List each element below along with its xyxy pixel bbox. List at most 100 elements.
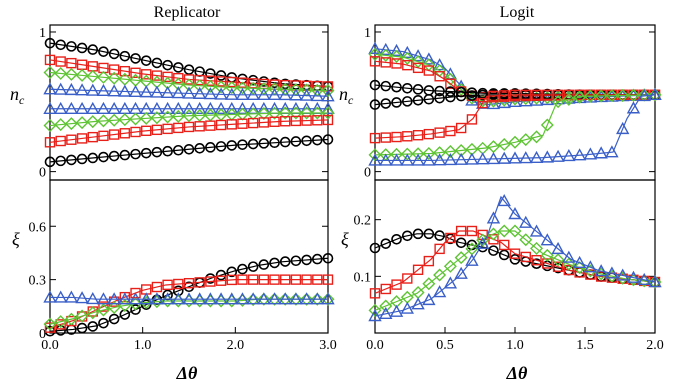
- data-point: [402, 96, 413, 107]
- data-point: [215, 275, 227, 286]
- data-point: [572, 148, 587, 161]
- data-point: [412, 130, 424, 141]
- data-point: [151, 281, 163, 293]
- data-point: [173, 62, 184, 73]
- data-point: [183, 74, 195, 85]
- data-point: [226, 76, 237, 88]
- data-point: [432, 153, 447, 166]
- data-point: [214, 292, 228, 305]
- y-tick-label: 0.1: [354, 270, 372, 285]
- series-line: [49, 42, 329, 88]
- data-point: [43, 65, 57, 79]
- data-point: [141, 69, 152, 80]
- data-point: [87, 131, 98, 143]
- data-point: [87, 44, 99, 55]
- data-point: [509, 248, 521, 259]
- data-point: [75, 309, 89, 323]
- data-point: [140, 147, 152, 159]
- data-point: [203, 292, 218, 305]
- data-point: [434, 127, 445, 138]
- data-point: [55, 39, 66, 51]
- data-point: [173, 278, 184, 290]
- data-point: [43, 101, 57, 114]
- data-point: [128, 292, 143, 305]
- data-point: [455, 225, 467, 237]
- data-point: [215, 76, 227, 87]
- data-point: [477, 89, 488, 101]
- data-point: [454, 83, 468, 97]
- data-point: [531, 255, 542, 266]
- data-point: [118, 292, 132, 305]
- data-point: [411, 147, 425, 161]
- data-point: [182, 86, 196, 99]
- data-point: [368, 153, 382, 166]
- data-point: [214, 80, 228, 94]
- data-point: [572, 255, 587, 269]
- data-point: [193, 108, 207, 122]
- data-point: [130, 126, 141, 138]
- data-point: [44, 37, 56, 49]
- data-point: [54, 66, 68, 80]
- data-point: [433, 268, 447, 282]
- panel-logit-nc: 01: [364, 24, 662, 181]
- data-point: [108, 150, 120, 162]
- data-point: [400, 147, 414, 161]
- y-tick-label: 0.3: [29, 274, 47, 289]
- data-point: [171, 101, 185, 114]
- data-point: [445, 91, 456, 103]
- data-point: [465, 152, 479, 165]
- data-point: [160, 292, 175, 305]
- data-point: [551, 241, 565, 255]
- data-point: [389, 304, 404, 317]
- data-point: [107, 84, 121, 97]
- data-point: [151, 70, 163, 81]
- x-tick-label: 0.0: [41, 338, 59, 353]
- data-point: [497, 193, 511, 207]
- data-point: [605, 266, 619, 279]
- data-point: [183, 121, 195, 133]
- data-point: [530, 241, 544, 255]
- data-point: [66, 41, 77, 52]
- data-point: [585, 269, 596, 280]
- data-point: [140, 55, 152, 66]
- data-point: [205, 75, 216, 86]
- data-point: [96, 114, 110, 128]
- data-point: [86, 83, 100, 96]
- x-tick-label: 0.5: [436, 338, 454, 353]
- data-point: [64, 117, 78, 131]
- data-point: [540, 248, 554, 262]
- data-point: [434, 71, 445, 82]
- data-point: [466, 114, 478, 125]
- data-point: [194, 277, 205, 288]
- data-point: [369, 132, 381, 144]
- data-point: [162, 59, 173, 71]
- data-point: [412, 84, 424, 95]
- data-point: [86, 69, 100, 83]
- data-point: [129, 112, 143, 126]
- data-point: [86, 306, 100, 320]
- data-point: [380, 238, 392, 249]
- series-line: [50, 296, 328, 300]
- data-point: [54, 315, 68, 329]
- data-point: [520, 251, 531, 263]
- title-replicator: Replicator: [154, 4, 221, 21]
- data-point: [412, 264, 424, 275]
- data-point: [54, 290, 68, 303]
- data-point: [237, 263, 248, 275]
- data-point: [247, 261, 259, 272]
- series-line: [49, 119, 329, 143]
- data-point: [173, 72, 184, 84]
- data-point: [150, 292, 164, 305]
- data-point: [508, 135, 522, 149]
- data-point: [422, 292, 436, 306]
- data-point: [402, 82, 413, 94]
- data-point: [171, 77, 185, 91]
- data-point: [267, 87, 282, 101]
- x-tick-label: 0.0: [366, 338, 384, 353]
- data-point: [44, 322, 56, 333]
- data-point: [140, 299, 152, 310]
- data-point: [423, 228, 435, 240]
- data-point: [486, 227, 500, 241]
- data-point: [173, 122, 184, 134]
- data-point: [194, 143, 205, 154]
